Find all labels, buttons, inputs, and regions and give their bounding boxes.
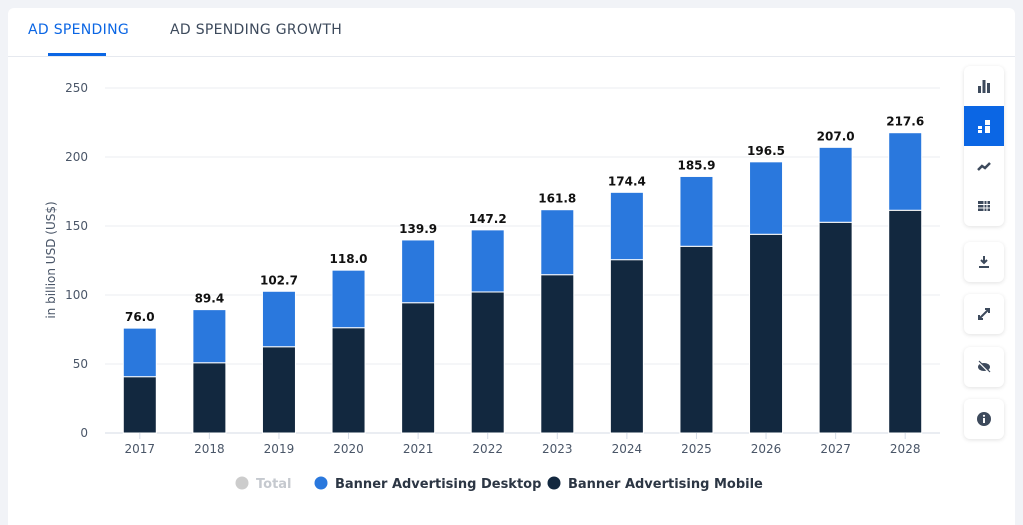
bar-mobile xyxy=(540,274,575,434)
data-label: 185.9 xyxy=(677,158,715,172)
x-tick-label: 2024 xyxy=(612,442,643,456)
chart: 0 50 100 150 200 250 in billion USD (US$) 76.0 2… xyxy=(44,81,940,492)
y-tick-label: 50 xyxy=(73,357,88,371)
x-tick-label: 2023 xyxy=(542,442,573,456)
legend-item[interactable]: Banner Advertising Mobile xyxy=(568,477,763,492)
legend-marker xyxy=(235,476,249,490)
hide-icon xyxy=(978,360,991,373)
info-icon xyxy=(977,412,991,426)
bar-desktop xyxy=(122,327,157,378)
data-label: 196.5 xyxy=(747,144,785,158)
bar-desktop xyxy=(470,229,505,293)
legend-marker xyxy=(547,476,561,490)
y-tick-label: 250 xyxy=(65,81,88,95)
x-tick-label: 2026 xyxy=(751,442,782,456)
bar-desktop xyxy=(818,146,853,223)
x-tick-label: 2017 xyxy=(125,442,156,456)
bar-mobile xyxy=(122,376,157,434)
x-tick-label: 2021 xyxy=(403,442,434,456)
active-tab-indicator xyxy=(48,53,106,56)
hide-button[interactable] xyxy=(964,347,1004,387)
bar-chart-icon xyxy=(978,80,990,93)
bar-desktop xyxy=(609,191,644,261)
x-tick-label: 2025 xyxy=(681,442,712,456)
bar-desktop xyxy=(331,269,366,329)
y-axis-label: in billion USD (US$) xyxy=(44,201,58,318)
bar-mobile xyxy=(331,327,366,434)
bar-desktop xyxy=(888,132,923,211)
x-tick-label: 2020 xyxy=(333,442,364,456)
bar-mobile xyxy=(679,245,714,434)
bar-mobile xyxy=(609,259,644,434)
x-tick-label: 2019 xyxy=(264,442,295,456)
bar-desktop xyxy=(261,290,296,348)
bar-desktop xyxy=(679,175,714,247)
data-label: 139.9 xyxy=(399,222,437,236)
tab-ad-spending-growth[interactable]: AD SPENDING GROWTH xyxy=(170,22,343,38)
data-label: 89.4 xyxy=(195,292,225,306)
bar-desktop xyxy=(540,209,575,276)
y-tick-label: 0 xyxy=(80,426,88,440)
x-tick-label: 2028 xyxy=(890,442,921,456)
bar-desktop xyxy=(749,161,784,235)
tab-bar: AD SPENDING AD SPENDING GROWTH xyxy=(8,8,1015,57)
y-tick-label: 100 xyxy=(65,288,88,302)
bar-mobile xyxy=(749,233,784,434)
bar-desktop xyxy=(192,309,227,364)
download-icon xyxy=(979,256,989,268)
download-button[interactable] xyxy=(964,242,1004,282)
data-label: 102.7 xyxy=(260,273,298,287)
bar-mobile xyxy=(818,221,853,434)
line-chart-button[interactable] xyxy=(964,146,1004,186)
bar-chart-button[interactable] xyxy=(964,66,1004,106)
bar-mobile xyxy=(261,346,296,434)
x-tick-label: 2027 xyxy=(820,442,851,456)
table-button[interactable] xyxy=(964,186,1004,226)
bar-mobile xyxy=(401,302,436,434)
expand-icon xyxy=(978,308,990,320)
y-tick-label: 150 xyxy=(65,219,88,233)
bar-mobile xyxy=(888,209,923,434)
chart-type-group xyxy=(964,66,1004,226)
fullscreen-button[interactable] xyxy=(964,294,1004,334)
data-label: 76.0 xyxy=(125,310,155,324)
bar-desktop xyxy=(401,239,436,304)
data-label: 161.8 xyxy=(538,192,576,206)
stacked-bar-icon xyxy=(978,120,990,133)
y-tick-label: 200 xyxy=(65,150,88,164)
legend-marker xyxy=(314,476,328,490)
bar-mobile xyxy=(470,291,505,434)
legend-item[interactable]: Total xyxy=(256,477,292,492)
data-label: 174.4 xyxy=(608,174,646,188)
tab-ad-spending[interactable]: AD SPENDING xyxy=(28,22,129,38)
data-label: 207.0 xyxy=(817,129,855,143)
bar-mobile xyxy=(192,362,227,434)
x-tick-label: 2022 xyxy=(472,442,503,456)
x-tick-label: 2018 xyxy=(194,442,225,456)
data-label: 217.6 xyxy=(886,115,924,129)
data-label: 118.0 xyxy=(330,252,368,266)
table-icon xyxy=(978,201,990,211)
data-label: 147.2 xyxy=(469,212,507,226)
stacked-bar-button[interactable] xyxy=(964,106,1004,146)
info-button[interactable] xyxy=(964,399,1004,439)
legend-item[interactable]: Banner Advertising Desktop xyxy=(335,477,541,492)
line-chart-icon xyxy=(977,162,991,171)
